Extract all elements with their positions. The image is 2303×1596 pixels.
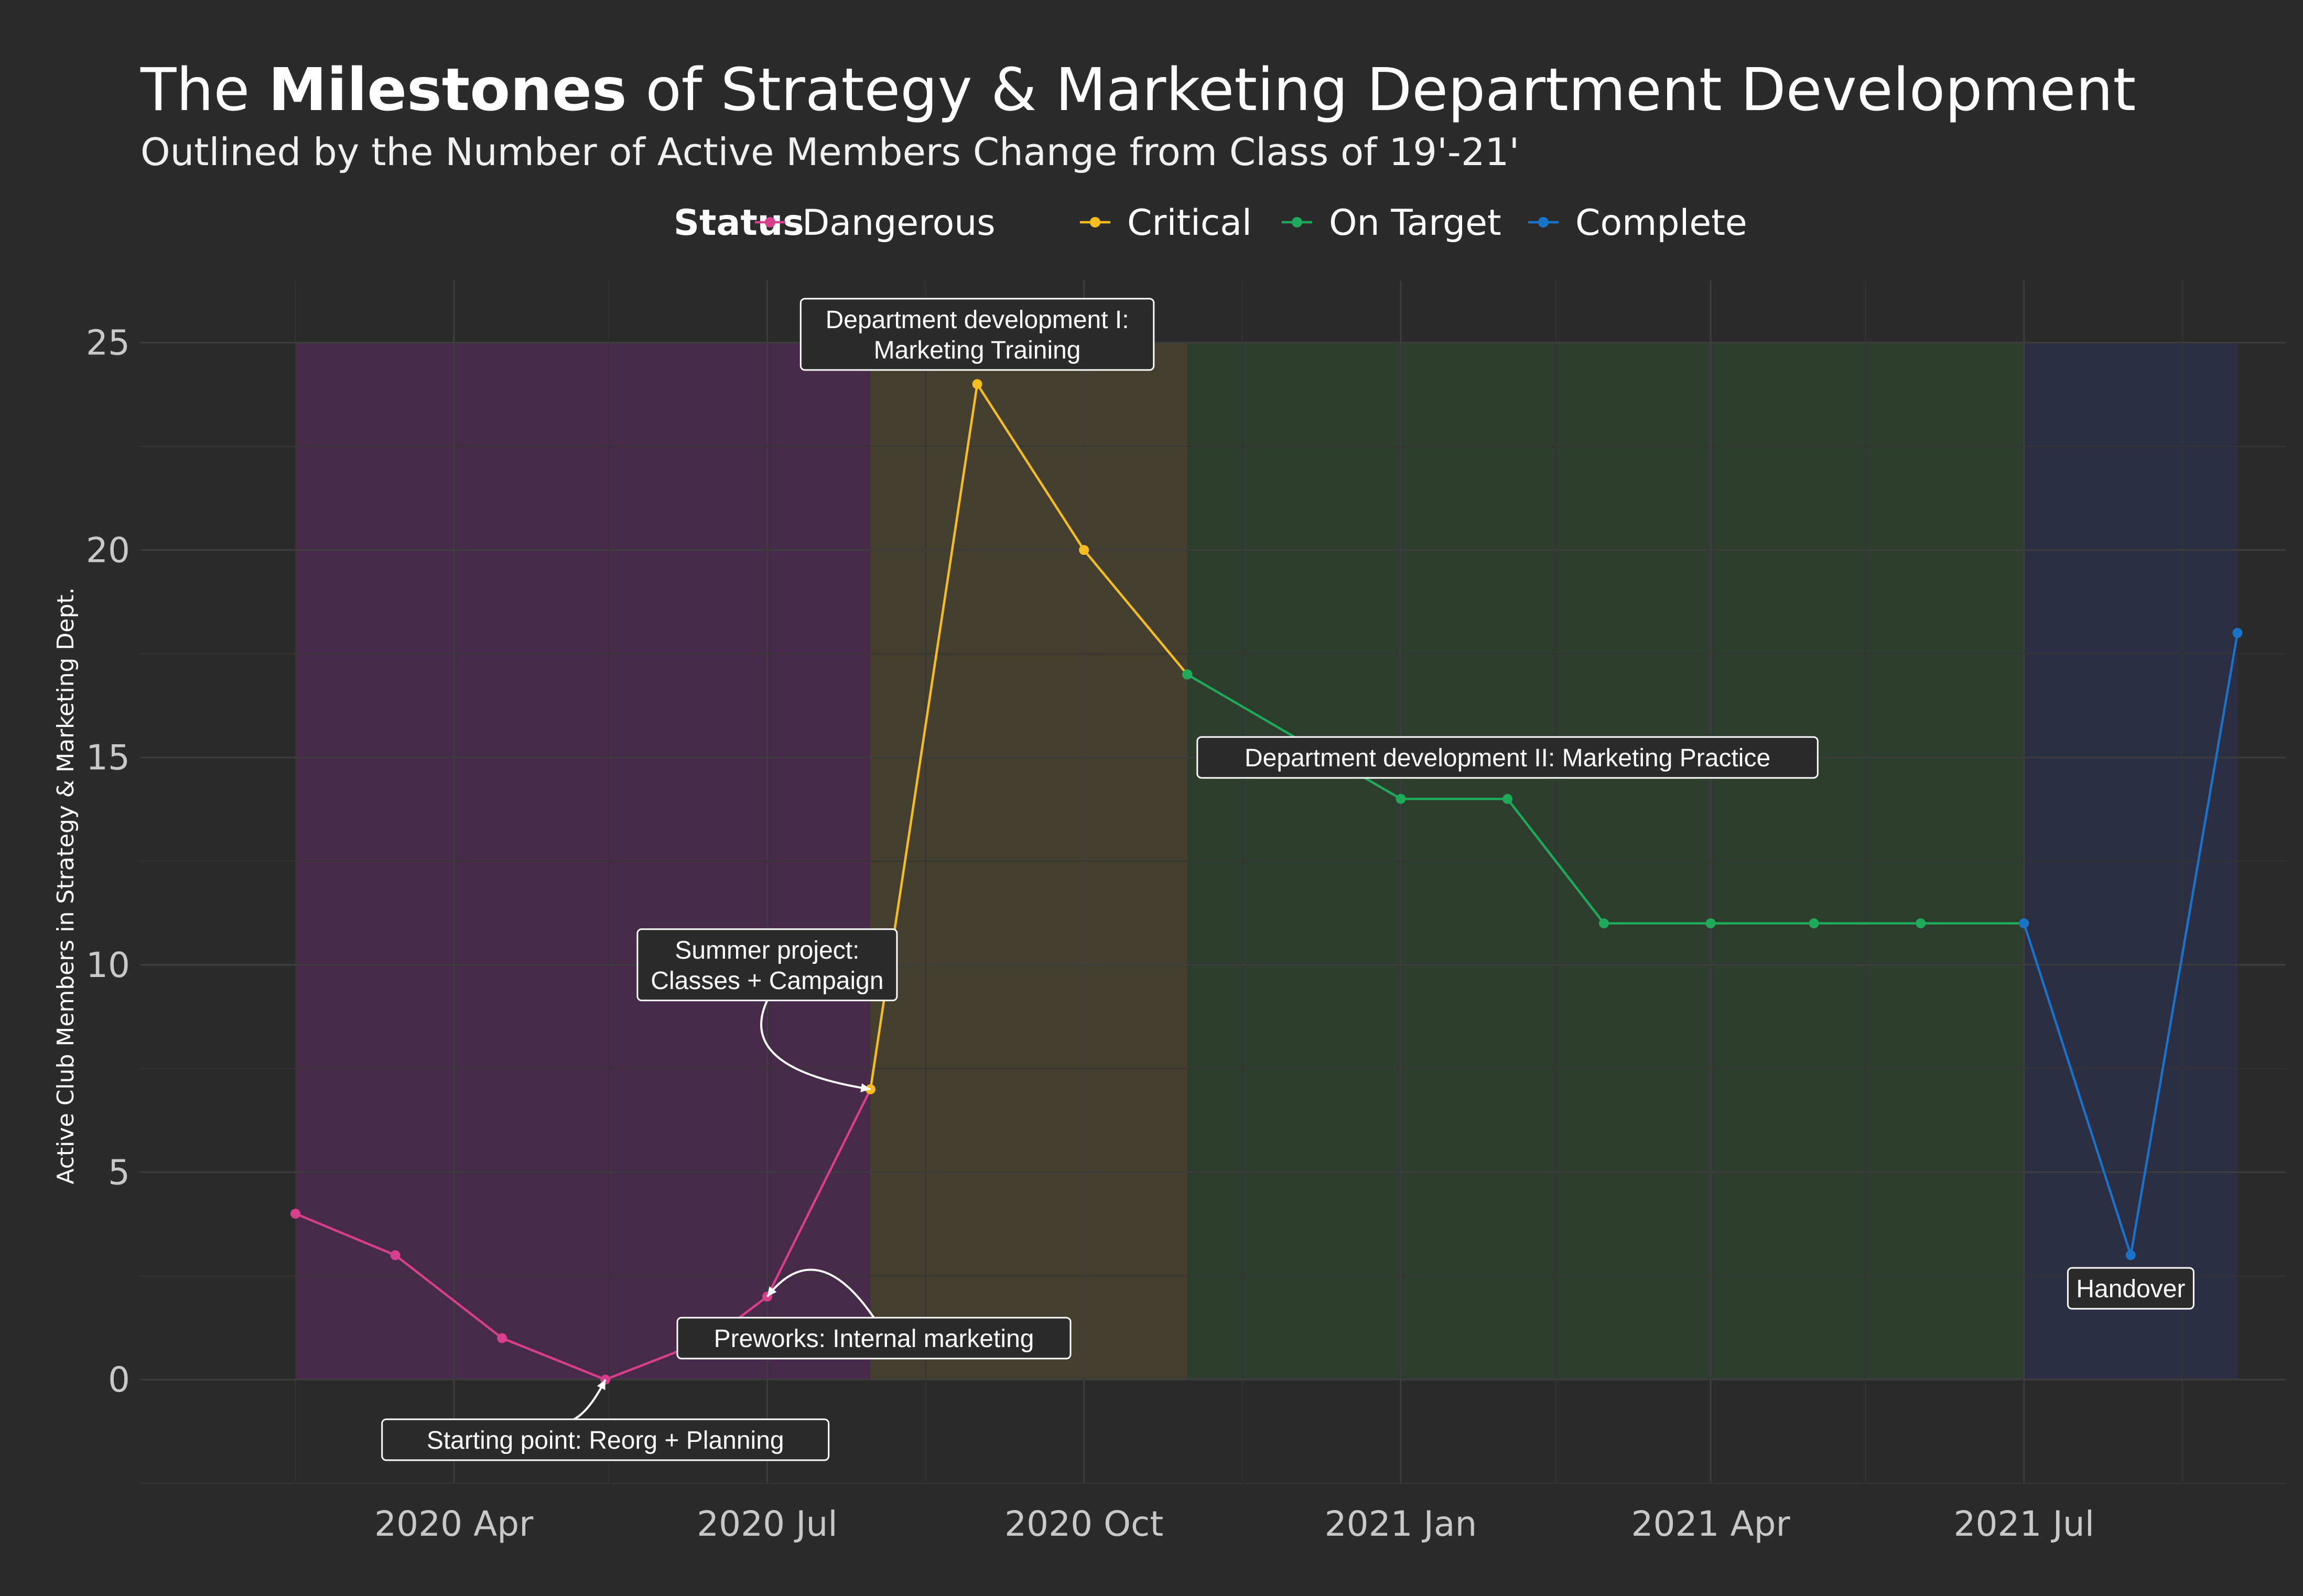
data-point-on-target — [1396, 794, 1406, 804]
arrow-head-icon — [597, 1380, 606, 1391]
series-line-on-target — [1186, 673, 2024, 925]
x-tick-label: 2021 Apr — [1631, 1504, 1791, 1544]
annotation-text: Marketing Training — [874, 336, 1081, 364]
x-tick-label: 2020 Jul — [697, 1504, 838, 1544]
annotation-text: Department development II: Marketing Pra… — [1245, 744, 1770, 772]
y-tick-label: 20 — [86, 530, 130, 570]
x-tick-label: 2021 Jul — [1954, 1504, 2095, 1544]
arrow-head-icon — [767, 1286, 777, 1297]
y-tick-label: 5 — [108, 1152, 130, 1192]
y-axis-title: Active Club Members in Strategy & Market… — [52, 587, 79, 1184]
data-point-critical — [1079, 545, 1089, 555]
data-point-dangerous — [390, 1250, 401, 1261]
annotation-arrow — [766, 1268, 875, 1319]
y-axis: 0 5 10 15 20 25 — [86, 323, 130, 1400]
data-point-on-target — [1705, 918, 1716, 929]
chart-subtitle: Outlined by the Number of Active Members… — [140, 130, 1519, 174]
legend-key-complete — [1538, 217, 1549, 227]
legend-item-on-target: On Target — [1282, 202, 1501, 244]
y-tick-label: 25 — [86, 323, 130, 363]
data-point-dangerous — [497, 1333, 507, 1343]
legend-key-on-target — [1292, 217, 1302, 227]
annotation-text: Preworks: Internal marketing — [714, 1325, 1034, 1353]
legend-label-on-target: On Target — [1329, 202, 1501, 244]
annotation-arrow — [760, 1000, 871, 1091]
y-tick-label: 0 — [108, 1360, 130, 1400]
data-point-on-target — [1182, 669, 1193, 680]
annotation-box — [1196, 736, 1819, 779]
legend-item-critical: Critical — [1080, 202, 1252, 244]
x-axis: 2020 Apr 2020 Jul 2020 Oct 2021 Jan 2021 Apr… — [374, 1504, 2094, 1544]
chart-title-prefix: The — [140, 56, 268, 124]
data-point-on-target — [1598, 918, 1609, 929]
data-point-complete — [2232, 628, 2243, 638]
legend-item-complete: Complete — [1528, 202, 1747, 244]
arrow-head-icon — [860, 1083, 871, 1093]
data-point-dangerous — [290, 1209, 301, 1219]
data-point-complete — [2125, 1250, 2136, 1261]
annotations: Department development I:Marketing Train… — [381, 298, 2194, 1461]
annotation-box — [636, 928, 898, 1002]
data-point-on-target — [1502, 794, 1513, 804]
legend-label-complete: Complete — [1575, 202, 1747, 244]
annotation-label: Preworks: Internal marketing — [676, 1268, 1072, 1360]
data-point-critical — [972, 379, 982, 389]
legend-key-dangerous — [765, 217, 775, 227]
annotation-text: Starting point: Reorg + Planning — [427, 1427, 784, 1454]
annotation-text: Handover — [2076, 1275, 2185, 1303]
x-tick-label: 2020 Apr — [374, 1504, 534, 1544]
annotation-label: Starting point: Reorg + Planning — [381, 1379, 830, 1461]
data-point-on-target — [1809, 918, 1819, 929]
legend: Status Dangerous Critical On Target Complet… — [674, 202, 1747, 244]
legend-key-critical — [1090, 217, 1100, 227]
annotation-label: Department development I:Marketing Train… — [799, 298, 1155, 371]
annotation-box — [676, 1317, 1072, 1360]
annotation-label: Handover — [2067, 1267, 2194, 1310]
chart-title-bold: Milestones — [268, 56, 627, 124]
y-tick-label: 10 — [86, 945, 130, 985]
legend-label-critical: Critical — [1127, 202, 1252, 244]
x-tick-label: 2021 Jan — [1325, 1504, 1477, 1544]
annotation-text: Summer project: — [675, 937, 859, 964]
legend-label-dangerous: Dangerous — [802, 202, 996, 244]
chart-title: The Milestones of Strategy & Marketing D… — [140, 56, 2136, 124]
annotation-box — [799, 298, 1155, 371]
annotation-text: Department development I: — [826, 306, 1129, 334]
y-tick-label: 15 — [86, 737, 130, 778]
annotation-text: Classes + Campaign — [651, 967, 883, 995]
series-line-critical — [869, 383, 1188, 1090]
annotation-box — [381, 1418, 830, 1461]
annotation-label: Department development II: Marketing Pra… — [1196, 736, 1819, 779]
data-point-complete — [2019, 918, 2029, 929]
data-point-on-target — [1916, 918, 1926, 929]
x-tick-label: 2020 Oct — [1004, 1504, 1163, 1544]
annotation-label: Summer project: Classes + Campaign — [636, 928, 898, 1093]
chart-title-suffix: of Strategy & Marketing Department Devel… — [627, 56, 2136, 124]
annotation-box — [2067, 1267, 2194, 1310]
legend-item-dangerous: Dangerous — [755, 202, 996, 244]
